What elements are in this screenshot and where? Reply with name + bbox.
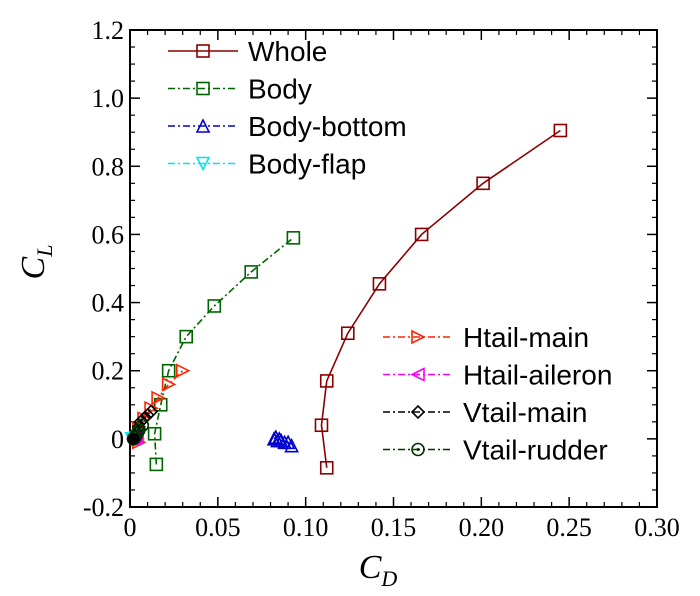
- series-body-bottom: [266, 429, 299, 453]
- legend-item-body: Body: [168, 74, 312, 105]
- legend-item-htail-aileron: Htail-aileron: [383, 360, 612, 391]
- series-group: [124, 123, 568, 475]
- data-point: [319, 374, 334, 388]
- data-point: [149, 457, 164, 472]
- legend-label: Body-bottom: [248, 111, 407, 142]
- data-point: [179, 329, 194, 344]
- data-point: [135, 418, 150, 433]
- data-point: [161, 377, 177, 392]
- data-point: [341, 326, 355, 341]
- x-tick-label: 0.25: [546, 513, 592, 542]
- legend-marker: [411, 329, 426, 345]
- y-tick-label: 1.2: [92, 16, 125, 45]
- legend-item-whole: Whole: [168, 36, 327, 67]
- legend-label: Body-flap: [248, 149, 366, 180]
- data-point: [284, 437, 299, 453]
- y-tick-label: 1.0: [92, 84, 125, 113]
- legend-marker: [411, 442, 425, 457]
- x-tick-label: 0.30: [634, 513, 680, 542]
- data-point: [272, 431, 287, 446]
- legend-item-body-flap: Body-flap: [168, 149, 366, 180]
- legend-item-vtail-main: Vtail-main: [383, 397, 587, 428]
- legend-item-htail-main: Htail-main: [383, 322, 589, 353]
- series-whole: [314, 123, 568, 475]
- x-axis-label: CD: [359, 549, 398, 591]
- data-point: [286, 231, 301, 245]
- legend-marker: [410, 367, 425, 382]
- data-point: [207, 299, 222, 313]
- x-tick-label: 0.05: [195, 513, 241, 542]
- legend-label: Whole: [248, 36, 327, 67]
- data-point: [414, 227, 429, 242]
- y-tick-label: 0: [111, 425, 124, 454]
- y-tick-label: 0.2: [92, 357, 125, 386]
- y-axis-label: CL: [15, 245, 57, 280]
- y-tick-label: 0.4: [92, 289, 125, 318]
- data-point: [476, 176, 490, 191]
- data-point: [372, 277, 387, 291]
- y-tick-label: -0.2: [83, 493, 124, 522]
- legend-label: Body: [248, 74, 312, 105]
- origin-cluster-dot: [127, 432, 140, 445]
- data-point: [143, 404, 159, 419]
- legend-marker: [195, 156, 211, 172]
- legend-marker: [196, 44, 210, 58]
- axes: 0 0.05 0.10 0.15 0.20 0.25 0.30-0.200.20.40.60…: [83, 16, 680, 542]
- series-body: [147, 231, 301, 472]
- x-tick-label: 0: [124, 513, 137, 542]
- data-point: [244, 265, 259, 279]
- x-tick-label: 0.20: [459, 513, 505, 542]
- x-tick-label: 0.10: [283, 513, 329, 542]
- data-point-center: [140, 423, 144, 427]
- legend-label: Vtail-rudder: [463, 435, 608, 466]
- data-point: [314, 418, 329, 433]
- legend-label: Vtail-main: [463, 397, 587, 428]
- data-point: [147, 426, 162, 441]
- series-line: [153, 237, 294, 465]
- legend-label: Htail-aileron: [463, 360, 612, 391]
- data-point: [273, 432, 289, 448]
- legend-marker: [196, 81, 210, 96]
- legend-marker: [195, 118, 211, 133]
- data-point: [175, 363, 191, 379]
- legend-item-vtail-rudder: Vtail-rudder: [383, 435, 608, 466]
- legend-item-body-bottom: Body-bottom: [168, 111, 407, 142]
- legend: Whole Body Body-bottom Body-flap Htail-main H…: [168, 36, 612, 466]
- legend-marker: [410, 404, 426, 420]
- data-point: [136, 411, 152, 426]
- legend-marker-center: [416, 448, 420, 451]
- data-point: [151, 390, 166, 406]
- y-tick-label: 0.6: [92, 220, 125, 249]
- legend-label: Htail-main: [463, 322, 589, 353]
- series-line: [320, 129, 561, 468]
- x-tick-label: 0.15: [371, 513, 417, 542]
- y-tick-label: 0.8: [92, 152, 125, 181]
- data-point: [319, 461, 334, 475]
- data-point: [161, 363, 176, 378]
- data-point: [553, 123, 568, 138]
